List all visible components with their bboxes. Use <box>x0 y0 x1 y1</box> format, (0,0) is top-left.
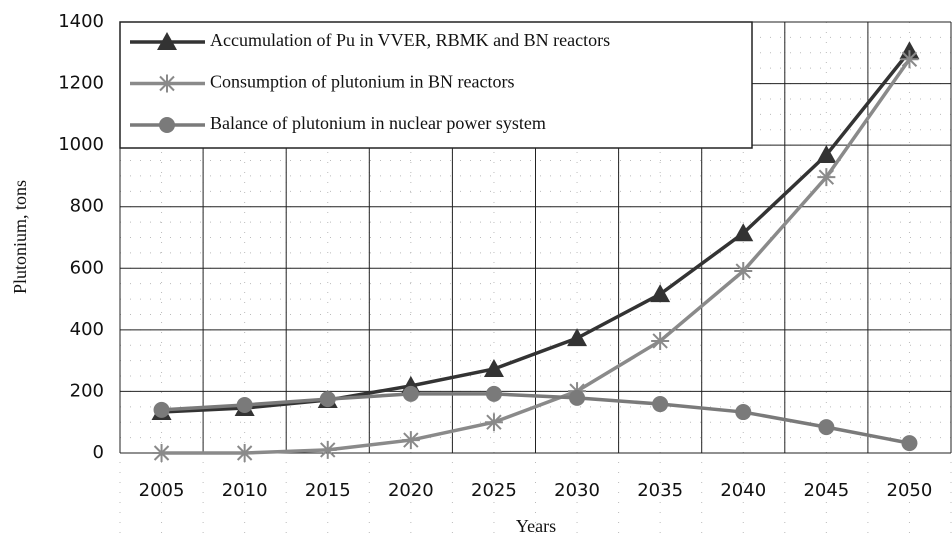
marker <box>734 262 753 281</box>
marker <box>319 391 336 408</box>
marker <box>485 385 502 402</box>
x-tick-label: 2025 <box>471 480 517 501</box>
y-tick-label: 600 <box>70 257 104 278</box>
x-tick-label: 2010 <box>222 480 268 501</box>
series-line <box>161 58 911 455</box>
x-tick-label: 2005 <box>139 480 185 501</box>
marker <box>236 396 253 413</box>
marker <box>158 74 176 93</box>
marker <box>569 389 586 406</box>
x-tick-label: 2045 <box>803 480 849 501</box>
marker <box>152 444 171 462</box>
y-tick-label: 400 <box>70 319 104 340</box>
x-tick-label: 2050 <box>887 480 933 501</box>
marker <box>817 168 836 187</box>
marker <box>402 385 419 402</box>
marker <box>816 144 837 163</box>
series-line <box>161 50 911 414</box>
y-tick-label: 1400 <box>58 11 104 32</box>
marker <box>235 444 254 462</box>
marker <box>652 396 669 413</box>
marker <box>818 419 835 436</box>
marker <box>483 358 504 377</box>
marker <box>650 284 671 303</box>
y-axis-label: Plutonium, tons <box>10 180 30 294</box>
x-tick-label: 2030 <box>554 480 600 501</box>
marker <box>651 331 670 350</box>
x-axis-label: Years <box>516 516 556 536</box>
x-tick-label: 2040 <box>720 480 766 501</box>
legend-box <box>119 21 753 149</box>
legend-label: Consumption of plutonium in BN reactors <box>210 72 514 92</box>
marker <box>900 50 919 69</box>
x-tick-label: 2015 <box>305 480 351 501</box>
y-tick-label: 0 <box>93 442 104 463</box>
marker <box>484 413 503 432</box>
y-tick-label: 200 <box>70 380 104 401</box>
marker <box>901 435 918 452</box>
marker <box>153 401 170 418</box>
marker <box>567 328 588 347</box>
x-tick-label: 2035 <box>637 480 683 501</box>
legend-label: Balance of plutonium in nuclear power sy… <box>210 113 546 133</box>
marker <box>159 117 175 133</box>
y-tick-label: 1200 <box>58 73 104 94</box>
marker <box>401 431 420 450</box>
y-tick-label: 1000 <box>58 134 104 155</box>
legend-label: Accumulation of Pu in VVER, RBMK and BN … <box>210 30 610 50</box>
marker <box>318 440 337 459</box>
marker <box>733 223 754 242</box>
marker <box>157 32 177 50</box>
x-tick-label: 2020 <box>388 480 434 501</box>
series-line <box>161 392 910 445</box>
marker <box>735 404 752 421</box>
y-tick-label: 800 <box>70 196 104 217</box>
